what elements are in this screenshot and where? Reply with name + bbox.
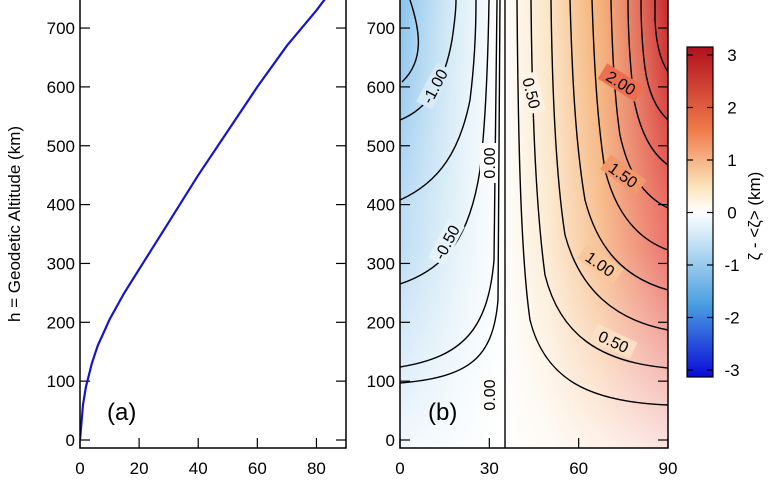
contour-line — [640, 0, 668, 121]
contour-line — [400, 0, 457, 121]
panel-a-y-tick-label: 300 — [47, 254, 75, 273]
panel-b-y-ticks: 0 100 200 300 400 500 600 700 — [367, 19, 668, 450]
colorbar-tick-label: 2 — [727, 99, 736, 118]
panel-a-y-ticks: 0 100 200 300 400 500 600 700 — [47, 19, 346, 450]
colorbar: 3 2 1 0 -1 -2 -3 ζ - <ζ> (km) — [686, 46, 764, 380]
altitude-curve — [80, 0, 326, 441]
contour-label: 0.00 — [482, 147, 499, 178]
panel-b-frame — [399, 0, 669, 449]
panel-a-y-tick-label: 500 — [47, 137, 75, 156]
panel-b-y-tick-label: 700 — [367, 19, 395, 38]
contour-line — [400, 0, 477, 201]
contour-line — [610, 0, 668, 209]
panel-a-frame — [79, 0, 347, 449]
colorbar-tick-label: 1 — [727, 151, 736, 170]
colorbar-ticks: 3 2 1 0 -1 -2 -3 — [687, 46, 740, 380]
colorbar-tick-label: -3 — [724, 361, 739, 380]
panel-a-y-tick-label: 200 — [47, 313, 75, 332]
colorbar-tick-label: 3 — [727, 46, 736, 65]
panel-b-x-tick-label: 60 — [569, 459, 588, 478]
colorbar-tick-label: 0 — [727, 204, 736, 223]
panel-a-x-tick-label: 40 — [189, 459, 208, 478]
panel-b-y-tick-label: 500 — [367, 137, 395, 156]
panel-b-x-tick-label: 90 — [659, 459, 678, 478]
panel-b-label: (b) — [428, 399, 457, 426]
contour-line — [550, 0, 668, 331]
panel-a-label: (a) — [107, 399, 136, 426]
panel-b-x-tick-label: 0 — [395, 459, 404, 478]
colorbar-tick-label: -1 — [724, 256, 739, 275]
panel-a-y-tick-label: 700 — [47, 19, 75, 38]
panel-b-y-tick-label: 0 — [386, 431, 395, 450]
panel-b: -1.00 -0.50 0.00 0.00 0.50 2.00 — [367, 0, 677, 478]
contour-label: 0.00 — [482, 379, 499, 410]
panel-b-y-tick-label: 100 — [367, 372, 395, 391]
contour-line — [569, 0, 668, 291]
panel-b-x-tick-label: 30 — [480, 459, 499, 478]
contour-line — [654, 0, 668, 73]
colorbar-label: ζ - <ζ> (km) — [745, 172, 764, 261]
panel-b-x-ticks: 0 30 60 90 — [395, 438, 677, 478]
panel-a-x-tick-label: 60 — [248, 459, 267, 478]
y-axis-label: h = Geodetic Altitude (km) — [5, 126, 24, 322]
panel-a-x-tick-label: 0 — [75, 459, 84, 478]
contour-line — [401, 0, 420, 83]
panel-a: h = Geodetic Altitude (km) 0100200300400… — [5, 0, 347, 478]
contour-line — [400, 0, 501, 384]
panel-a-x-tick-label: 80 — [307, 459, 326, 478]
contour-line — [400, 0, 498, 368]
panel-b-y-tick-label: 400 — [367, 196, 395, 215]
panel-a-y-tick-label: 600 — [47, 78, 75, 97]
panel-a-y-tick-label: 400 — [47, 196, 75, 215]
panel-a-y-tick-label: 100 — [47, 372, 75, 391]
panel-a-x-ticks: 0 20 40 60 80 — [75, 438, 326, 478]
colorbar-tick-label: -2 — [724, 309, 739, 328]
panel-a-x-tick-label: 20 — [130, 459, 149, 478]
contour-line — [516, 0, 668, 406]
panel-b-y-tick-label: 600 — [367, 78, 395, 97]
panel-b-y-tick-label: 200 — [367, 313, 395, 332]
panel-b-y-tick-label: 300 — [367, 254, 395, 273]
panel-a-y-tick-label: 0 — [66, 431, 75, 450]
